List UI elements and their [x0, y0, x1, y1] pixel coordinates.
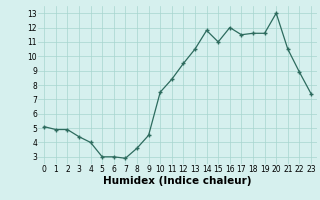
X-axis label: Humidex (Indice chaleur): Humidex (Indice chaleur): [103, 176, 252, 186]
